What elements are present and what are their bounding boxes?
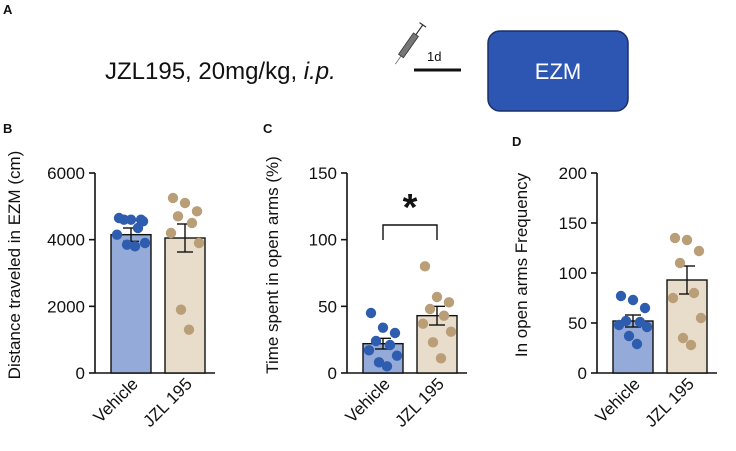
chart-d-data-point [695,312,707,324]
chart-b-y-tick-label: 6000 [47,164,85,183]
chart-d-data-point [613,319,625,331]
chart-b-data-point [129,241,141,252]
chart-b-data-point [175,304,187,315]
chart-b-data-point [191,206,203,217]
chart-d-y-tick-label: 0 [578,364,587,383]
chart-c: 0 50 100 150 Time spent in open arms (%) Vehi… [263,156,467,431]
chart-c-data-point [431,291,443,303]
chart-b-data-point [172,211,184,222]
chart-b-category-label: JZL 195 [139,374,195,430]
chart-c-data-point [363,345,375,356]
chart-d-y-tick-label: 150 [559,214,587,233]
chart-c-data-point [370,335,382,347]
chart-b-bar [164,237,206,374]
chart-c-data-point [417,318,429,329]
chart-b-data-point [186,217,198,229]
chart-d-data-point [685,339,697,351]
chart-b-data-point [167,192,179,204]
chart-d-data-point [667,292,679,304]
chart-d-y-tick-label: 200 [559,164,587,183]
chart-b-data-point [139,237,151,249]
chart-b-y-axis-label: Distance traveled in EZM (cm) [5,151,24,380]
chart-b-bar [110,233,152,374]
significance-star: * [403,187,418,229]
significance-bracket-line [382,224,438,240]
chart-b-data-point [121,239,133,250]
chart-c-data-point [384,339,396,351]
chart-b-data-point [183,324,195,335]
chart-c-y-tick-label: 0 [328,364,337,383]
panel-letter-a: A [3,2,13,17]
chart-b-data-point [111,229,123,240]
chart-b-y-tick-label: 2000 [47,297,85,316]
chart-b-data-point [193,237,205,249]
chart-b-y-tick-label: 4000 [47,231,85,250]
chart-b-data-point [165,227,177,239]
chart-b-y-tick-label: 0 [76,364,85,383]
chart-c-data-point [391,350,403,361]
chart-d-data-point [688,287,700,299]
chart-c-category-label: Vehicle [342,374,394,426]
chart-c-data-point [435,353,447,364]
chart-c-category-label: JZL 195 [391,374,447,430]
chart-c-y-tick-label: 50 [318,297,337,316]
interval-label: 1d [427,49,441,64]
chart-d-y-tick-label: 50 [568,314,587,333]
protocol-label: JZL195, 20mg/kg, i.p. [105,58,336,85]
chart-c-data-point [389,327,401,339]
chart-d-data-point [674,257,686,269]
chart-b-category-label: Vehicle [90,374,142,426]
chart-d-data-point [631,338,643,350]
chart-d-data-point [623,330,635,342]
chart-c-data-point [424,303,436,315]
chart-b: 0 2000 4000 6000 Distance traveled in EZM (c… [5,151,215,431]
protocol-drug-text: JZL195, 20mg/kg, [105,58,304,85]
chart-c-y-tick-label: 150 [309,164,337,183]
chart-c-data-point [427,337,439,348]
chart-c-data-point [443,297,455,308]
chart-c-y-axis-label: Time spent in open arms (%) [263,156,282,374]
chart-b-data-point [179,197,191,209]
significance-bracket: * [382,187,438,240]
chart-b-data-point [132,222,144,234]
chart-c-data-point [373,357,385,368]
chart-d-data-point [693,245,705,257]
chart-d-category-label: Vehicle [592,374,644,426]
chart-d-data-point [669,232,681,244]
syringe-icon [394,22,427,65]
ezm-box [487,30,629,112]
chart-c-data-point [438,310,450,321]
chart-c-data-point [445,326,457,337]
chart-d-data-point [639,302,651,314]
chart-d-data-point [681,234,693,246]
chart-d: 0 50 100 150 200 In open arms Frequency Vehicl… [512,164,717,431]
chart-c-y-tick-label: 100 [309,231,337,250]
chart-c-data-point [381,361,393,372]
chart-c-data-point [377,322,389,333]
panel-letter-b: B [3,121,12,136]
protocol-route-text: i.p. [304,58,336,85]
ezm-box-label: EZM [535,59,581,84]
panel-letter-d: D [512,134,521,149]
chart-b-data-point [118,214,130,225]
chart-d-y-tick-label: 100 [559,264,587,283]
chart-d-data-point [615,290,627,302]
chart-d-data-point [641,321,653,333]
chart-c-data-point [419,261,431,272]
chart-d-data-point [677,332,689,344]
chart-c-data-point [365,307,377,319]
chart-d-data-point [627,294,639,306]
chart-d-category-label: JZL 195 [641,374,697,430]
chart-b-data-point [135,214,147,225]
chart-d-y-axis-label: In open arms Frequency [512,172,531,357]
panel-letter-c: C [263,121,273,136]
